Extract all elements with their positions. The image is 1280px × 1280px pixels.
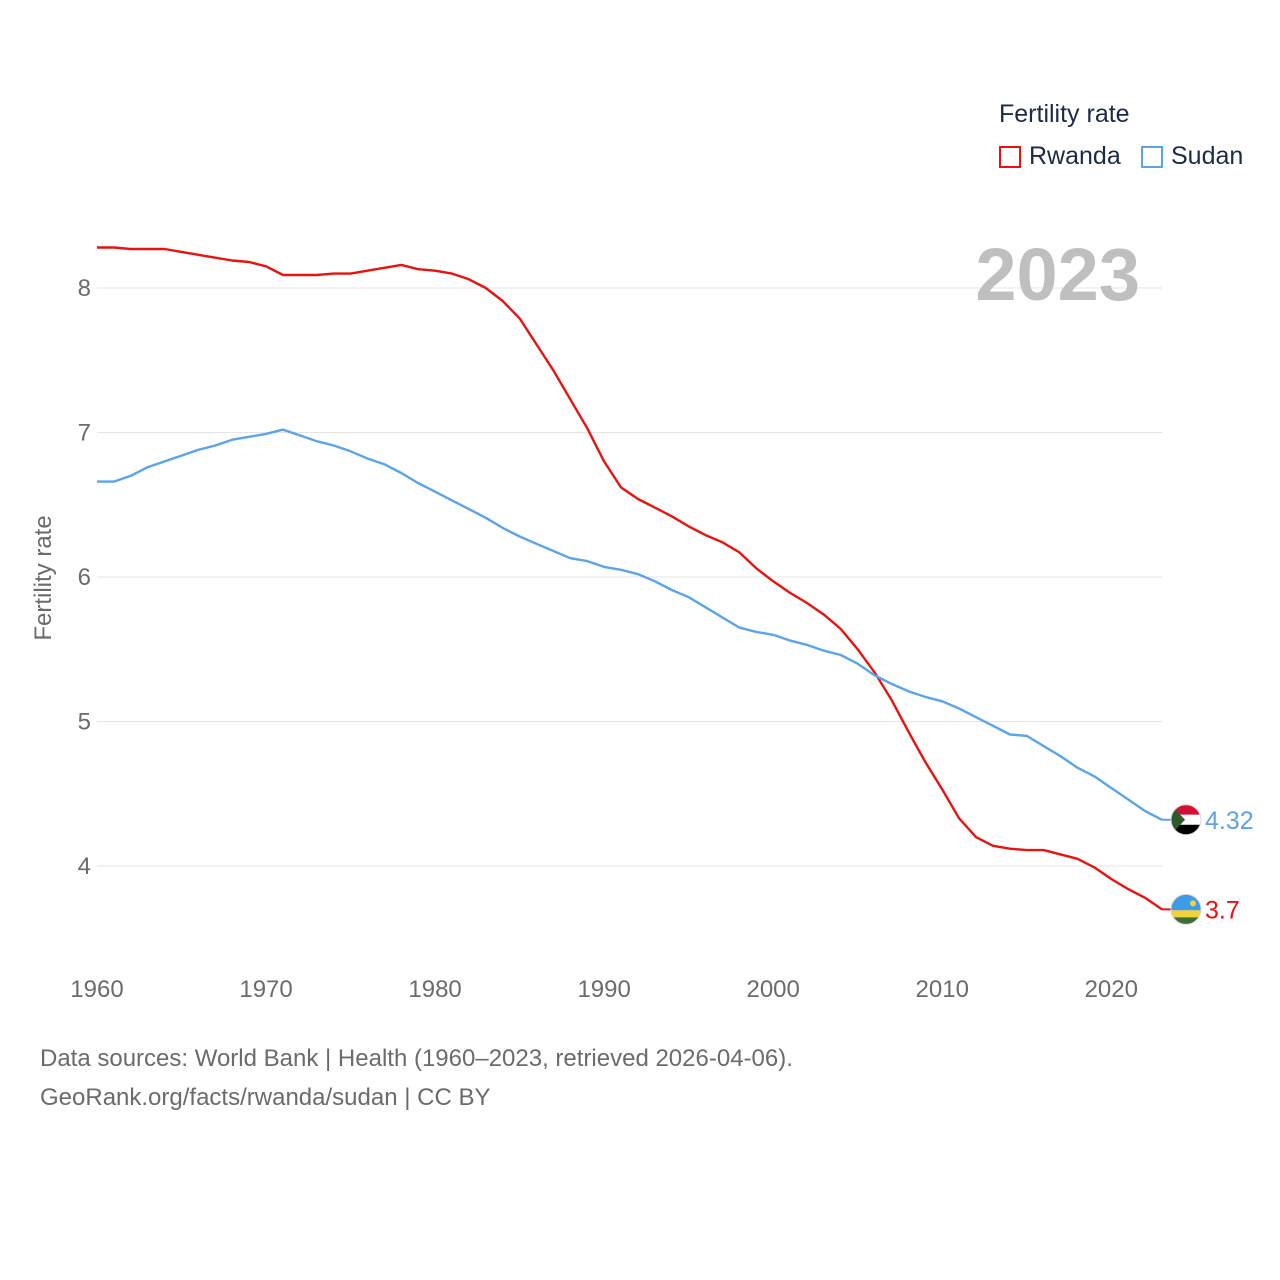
x-tick-label: 2020 [1085, 976, 1138, 1003]
x-tick-label: 1960 [70, 976, 123, 1003]
legend-label-sudan: Sudan [1171, 142, 1244, 170]
legend-label-rwanda: Rwanda [1029, 142, 1121, 170]
legend-swatch-rwanda [999, 145, 1021, 168]
x-axis-ticks: 1960 1970 1980 1990 2000 2010 2020 [70, 976, 1138, 1003]
legend-item-sudan[interactable]: Sudan [1141, 142, 1243, 171]
y-axis-ticks: 4 5 6 7 8 [78, 275, 91, 880]
x-tick-label: 2010 [916, 976, 969, 1003]
x-tick-label: 1980 [408, 976, 461, 1003]
series-line-rwanda [97, 246, 1163, 911]
series-lines [97, 246, 1163, 911]
legend-title: Fertility rate [999, 100, 1130, 128]
x-tick-label: 2000 [746, 976, 799, 1003]
gridlines [97, 287, 1162, 867]
y-tick-label: 6 [78, 564, 91, 591]
end-value-label-sudan: 4.32 [1205, 807, 1254, 835]
footer-sources: Data sources: World Bank | Health (1960–… [40, 1045, 793, 1072]
rwanda-flag-icon [1170, 893, 1202, 925]
end-value-label-rwanda: 3.7 [1205, 896, 1240, 924]
end-markers: 3.7 4.32 [1162, 804, 1254, 925]
series-line-sudan [97, 428, 1163, 821]
x-tick-label: 1970 [239, 976, 292, 1003]
legend-swatch-sudan [1141, 145, 1163, 168]
y-tick-label: 7 [78, 420, 91, 447]
x-tick-label: 1990 [577, 976, 630, 1003]
sudan-flag-icon [1170, 804, 1202, 836]
legend-item-rwanda[interactable]: Rwanda [999, 142, 1121, 171]
y-tick-label: 5 [78, 709, 91, 736]
y-tick-label: 8 [78, 275, 91, 302]
y-tick-label: 4 [78, 853, 91, 880]
y-axis-label: Fertility rate [30, 515, 57, 640]
year-label: 2023 [975, 233, 1140, 316]
footer-credit[interactable]: GeoRank.org/facts/rwanda/sudan | CC BY [40, 1084, 491, 1111]
